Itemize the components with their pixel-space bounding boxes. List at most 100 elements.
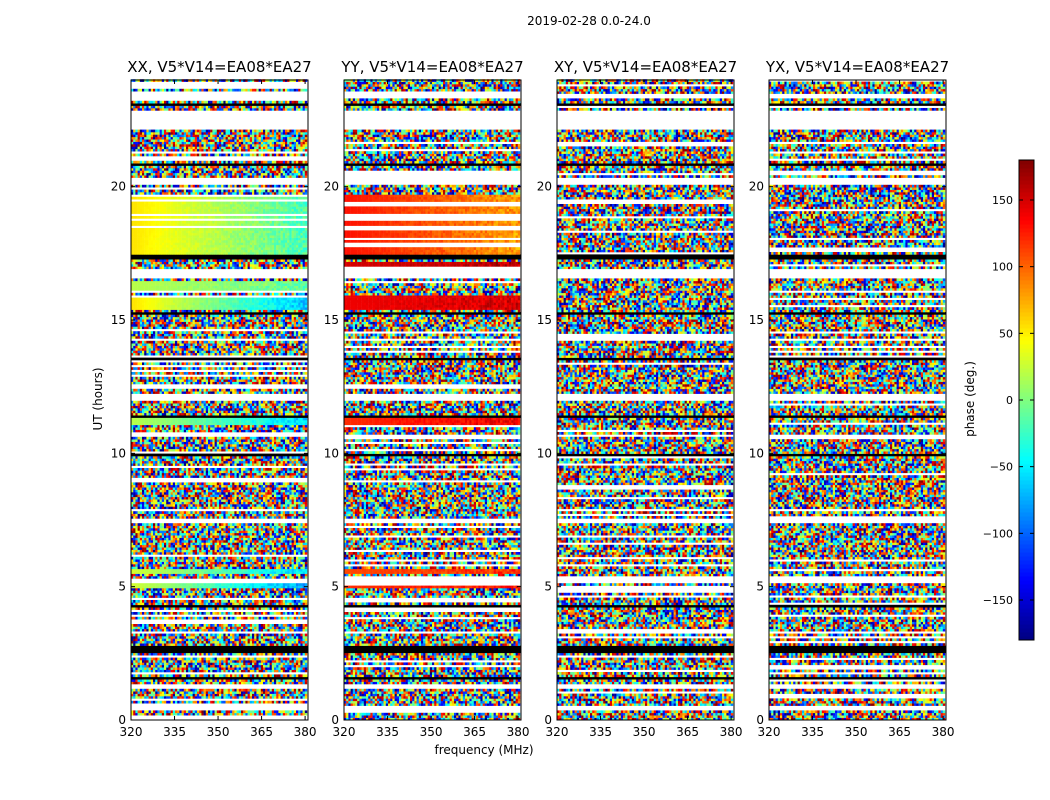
flagged-row	[131, 103, 308, 106]
panel-title-xy: XY, V5*V14=EA08*EA27	[526, 58, 766, 76]
colorbar-tick-label: −50	[990, 461, 1013, 474]
flagged-row	[344, 358, 521, 361]
figure-title: 2019-02-28 0.0-24.0	[0, 14, 1050, 28]
y-tick-label: 15	[111, 313, 126, 327]
flagged-row	[131, 646, 308, 649]
flagged-row	[344, 254, 521, 257]
x-tick-label: 320	[546, 725, 569, 739]
y-tick-label: 20	[111, 180, 126, 194]
flagged-row	[557, 605, 734, 608]
y-tick-label: 20	[749, 180, 764, 194]
flagged-row	[131, 257, 308, 260]
flagged-row	[769, 650, 946, 653]
flagged-row	[131, 605, 308, 608]
y-tick-label: 10	[537, 446, 552, 460]
y-tick-label: 15	[537, 313, 552, 327]
x-tick-label: 365	[888, 725, 911, 739]
colorbar-tick-label: 100	[992, 261, 1013, 274]
flagged-row	[344, 163, 521, 166]
x-tick-label: 380	[294, 725, 317, 739]
x-tick-label: 380	[720, 725, 743, 739]
colorbar-label: phase (deg.)	[963, 339, 977, 459]
flagged-row	[557, 312, 734, 315]
flagged-row	[131, 677, 308, 680]
y-tick-label: 0	[544, 713, 552, 727]
flagged-row	[131, 254, 308, 257]
x-tick-label: 335	[376, 725, 399, 739]
flagged-row	[344, 646, 521, 649]
flagged-row	[131, 648, 308, 651]
flagged-row	[769, 454, 946, 457]
flagged-row	[557, 103, 734, 106]
y-tick-label: 0	[756, 713, 764, 727]
flagged-row	[344, 103, 521, 106]
colorbar-tick-label: −100	[983, 527, 1013, 540]
y-tick-label: 5	[331, 580, 339, 594]
flagged-row	[557, 358, 734, 361]
y-axis-label: UT (hours)	[91, 339, 105, 459]
flagged-row	[769, 358, 946, 361]
flagged-row	[557, 415, 734, 418]
x-tick-label: 320	[120, 725, 143, 739]
flagged-row	[344, 312, 521, 315]
colorbar-tick-label: 50	[999, 327, 1013, 340]
flagged-row	[769, 677, 946, 680]
flagged-row	[557, 650, 734, 653]
x-tick-label: 350	[845, 725, 868, 739]
flagged-row	[131, 415, 308, 418]
x-tick-label: 320	[333, 725, 356, 739]
flagged-row	[769, 415, 946, 418]
flagged-row	[344, 677, 521, 680]
x-tick-label: 350	[420, 725, 443, 739]
x-tick-label: 365	[676, 725, 699, 739]
flagged-row	[557, 254, 734, 257]
flagged-row	[557, 677, 734, 680]
y-tick-label: 5	[756, 580, 764, 594]
flagged-row	[557, 646, 734, 649]
x-tick-label: 380	[932, 725, 955, 739]
y-tick-label: 0	[331, 713, 339, 727]
y-tick-label: 10	[324, 446, 339, 460]
x-axis-label: frequency (MHz)	[384, 743, 584, 757]
x-tick-label: 365	[250, 725, 273, 739]
y-tick-label: 5	[118, 580, 126, 594]
flagged-row	[344, 605, 521, 608]
colorbar-tick-label: 150	[992, 194, 1013, 207]
flagged-row	[769, 646, 946, 649]
flagged-row	[557, 163, 734, 166]
x-tick-label: 335	[589, 725, 612, 739]
colorbar-tick-label: −150	[983, 594, 1013, 607]
y-tick-label: 15	[324, 313, 339, 327]
y-tick-label: 20	[537, 180, 552, 194]
flagged-row	[557, 257, 734, 260]
flagged-row	[131, 312, 308, 315]
flagged-row	[769, 254, 946, 257]
flagged-row	[769, 163, 946, 166]
flagged-row	[557, 648, 734, 651]
flagged-row	[131, 163, 308, 166]
x-tick-label: 380	[507, 725, 530, 739]
x-tick-label: 335	[163, 725, 186, 739]
flagged-row	[344, 648, 521, 651]
y-tick-label: 0	[118, 713, 126, 727]
y-tick-label: 15	[749, 313, 764, 327]
x-tick-label: 350	[207, 725, 230, 739]
y-tick-label: 20	[324, 180, 339, 194]
panel-title-xx: XX, V5*V14=EA08*EA27	[100, 58, 340, 76]
flagged-row	[344, 454, 521, 457]
y-tick-label: 10	[749, 446, 764, 460]
flagged-row	[131, 358, 308, 361]
heatmap-cells	[769, 82, 946, 721]
x-tick-label: 365	[463, 725, 486, 739]
y-tick-label: 5	[544, 580, 552, 594]
panel-title-yy: YY, V5*V14=EA08*EA27	[313, 58, 553, 76]
x-tick-label: 335	[801, 725, 824, 739]
flagged-row	[344, 415, 521, 418]
y-tick-label: 10	[111, 446, 126, 460]
panel-title-yx: YX, V5*V14=EA08*EA27	[738, 58, 978, 76]
flagged-row	[769, 648, 946, 651]
flagged-row	[344, 650, 521, 653]
flagged-row	[344, 257, 521, 260]
